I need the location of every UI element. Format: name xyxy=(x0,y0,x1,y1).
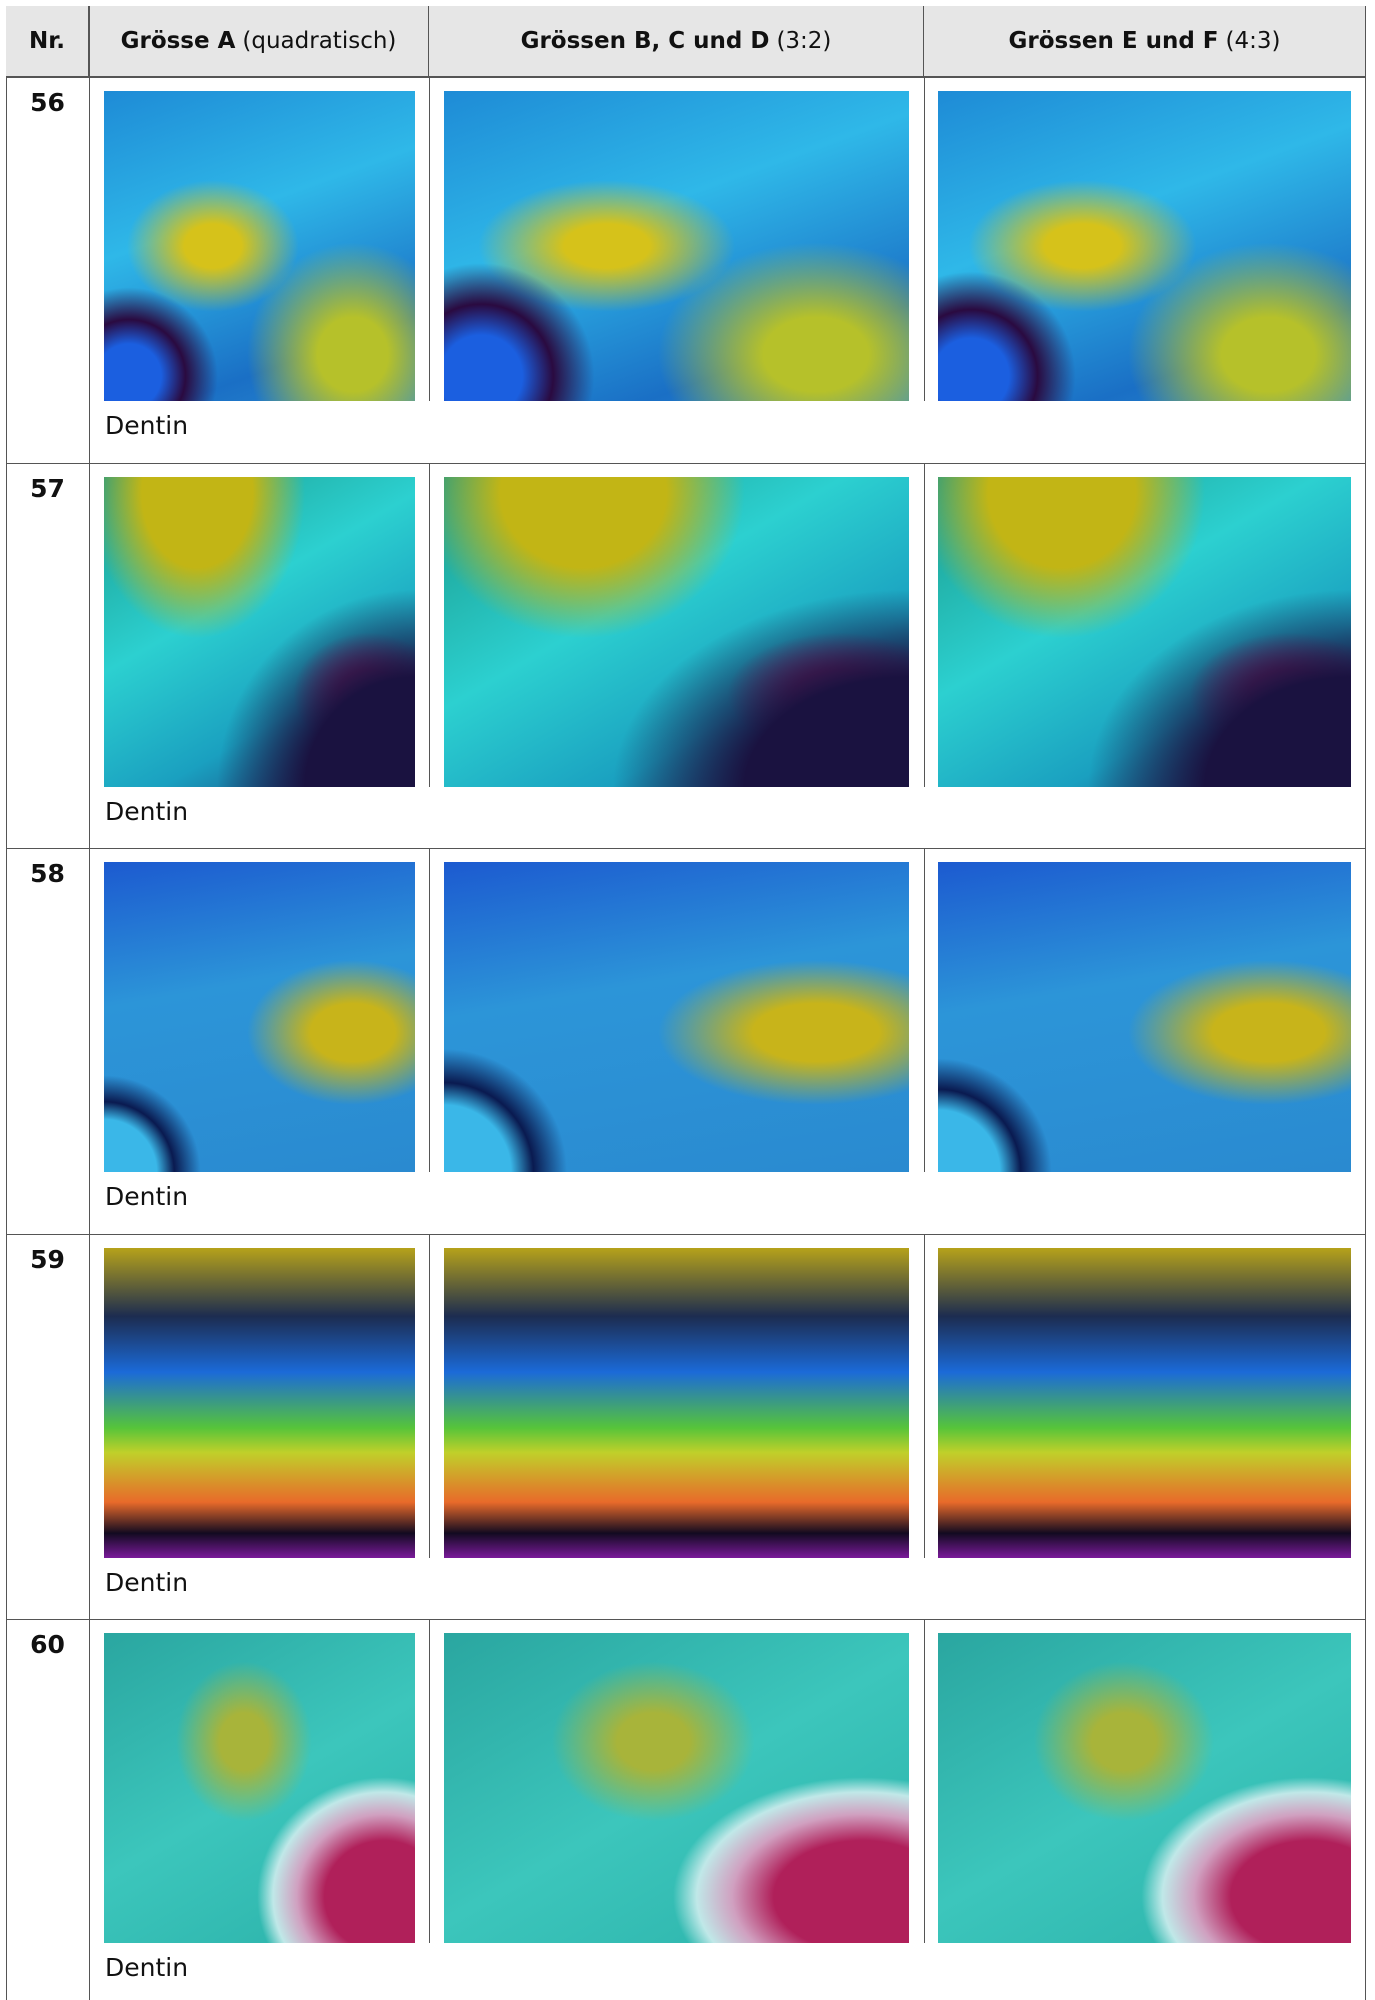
micrograph-image xyxy=(104,862,415,1172)
micrograph-image xyxy=(104,91,415,401)
row-number: 56 xyxy=(30,88,65,117)
header-cell: Grössen E und F (4:3) xyxy=(924,6,1366,76)
header-bold: Grössen E und F xyxy=(1008,28,1219,54)
micrograph-image xyxy=(444,91,909,401)
column-rule xyxy=(429,463,430,787)
column-rule xyxy=(924,1234,925,1558)
row-rule xyxy=(6,848,1366,849)
micrograph-image xyxy=(444,862,909,1172)
header-rule xyxy=(6,76,1366,78)
column-rule xyxy=(924,78,925,401)
image-caption: Dentin xyxy=(105,411,189,440)
header-cell: Grössen B, C und D (3:2) xyxy=(429,6,924,76)
row-number: 58 xyxy=(30,859,65,888)
micrograph-image xyxy=(938,1633,1351,1943)
micrograph-image xyxy=(104,1633,415,1943)
header-bold: Grösse A xyxy=(120,28,236,54)
row-rule xyxy=(6,1619,1366,1620)
micrograph-image xyxy=(938,476,1351,787)
column-rule xyxy=(924,849,925,1172)
image-caption: Dentin xyxy=(105,1567,189,1597)
image-caption: Dentin xyxy=(105,796,189,826)
column-rule xyxy=(429,849,430,1172)
image-caption: Dentin xyxy=(105,1182,189,1211)
column-rule xyxy=(429,1234,430,1558)
header-bold: Nr. xyxy=(28,28,66,54)
micrograph-image xyxy=(444,1247,909,1558)
image-caption: Dentin xyxy=(105,1953,189,1982)
column-rule xyxy=(429,78,430,401)
header-normal: (4:3) xyxy=(1225,28,1281,54)
micrograph-image xyxy=(104,1247,415,1558)
column-rule xyxy=(924,1620,925,1943)
column-rule xyxy=(89,6,90,2000)
row-rule xyxy=(6,1233,1366,1235)
micrograph-image xyxy=(444,1633,909,1943)
header-bold: Grössen B, C und D xyxy=(520,28,770,54)
header-cell: Nr. xyxy=(6,6,89,76)
column-rule xyxy=(429,1620,430,1943)
row-number: 57 xyxy=(30,473,65,503)
micrograph-image xyxy=(938,91,1351,401)
micrograph-image xyxy=(104,476,415,787)
header-normal: (quadratisch) xyxy=(242,28,397,54)
header-cell: Grösse A (quadratisch) xyxy=(89,6,429,76)
row-number: 59 xyxy=(30,1244,65,1274)
row-rule xyxy=(6,462,1366,464)
micrograph-image xyxy=(444,476,909,787)
micrograph-image xyxy=(938,862,1351,1172)
header-normal: (3:2) xyxy=(776,28,832,54)
row-number: 60 xyxy=(30,1630,65,1659)
micrograph-image xyxy=(938,1247,1351,1558)
column-rule xyxy=(924,463,925,787)
